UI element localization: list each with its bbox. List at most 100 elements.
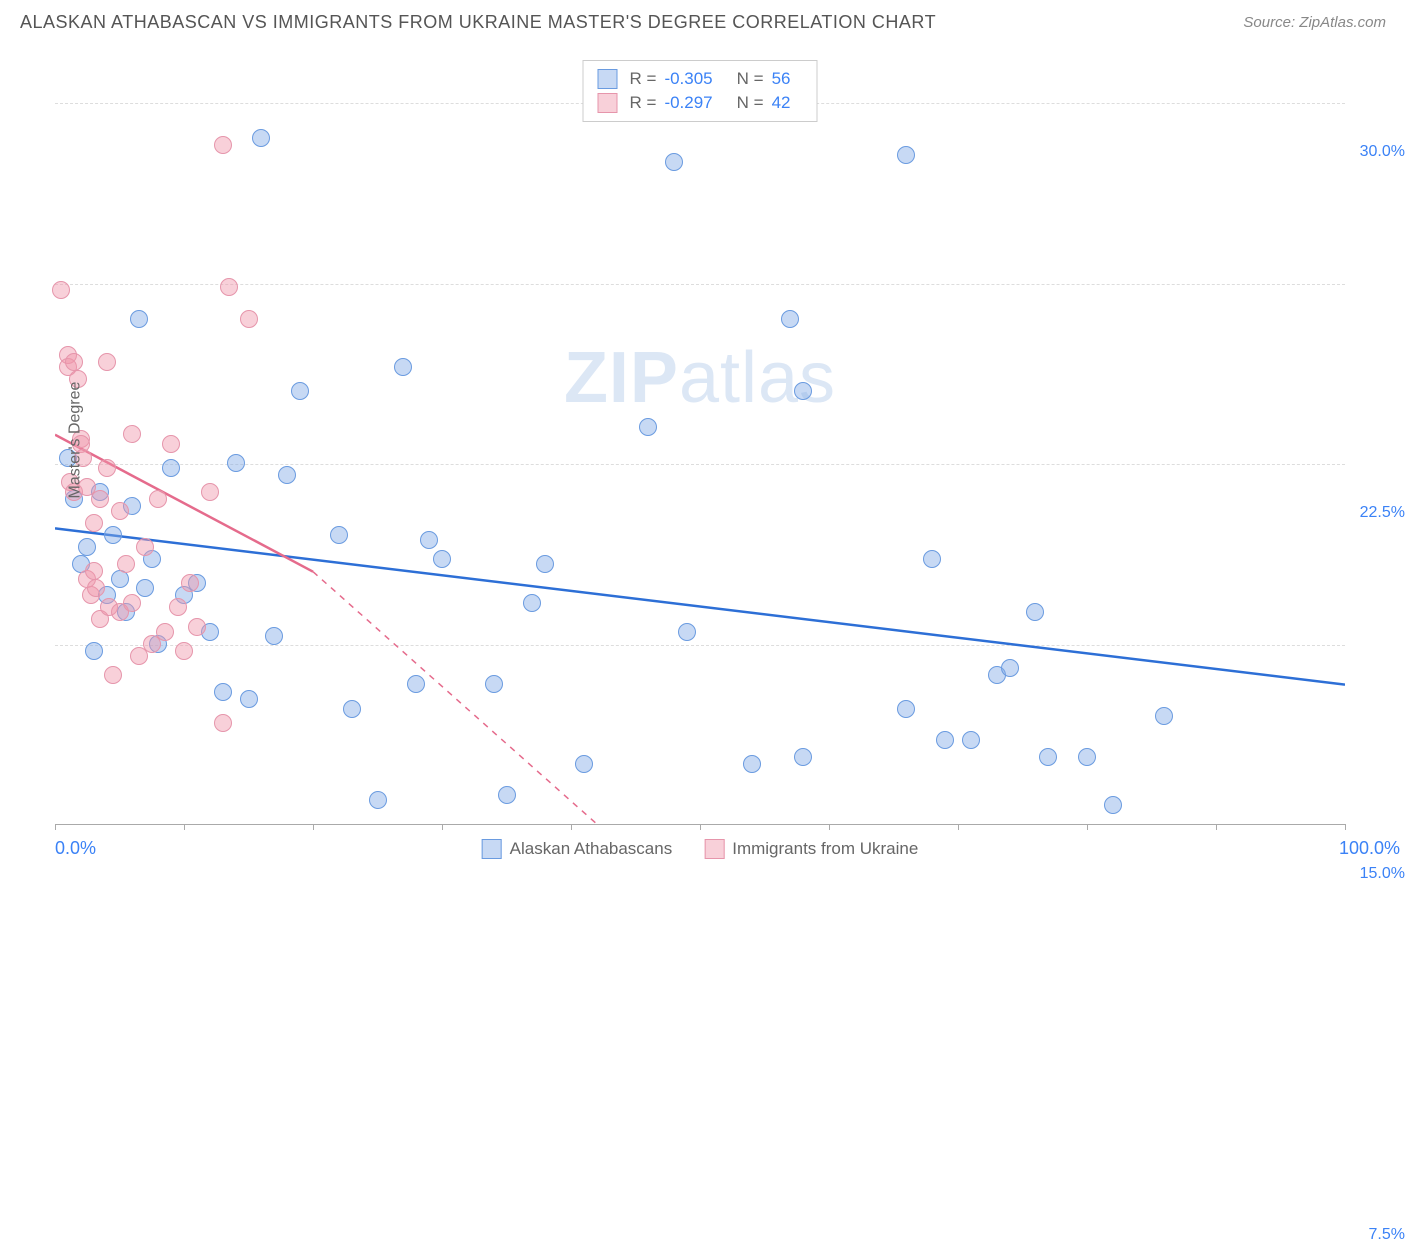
scatter-point xyxy=(936,731,954,749)
legend-swatch-series1 xyxy=(598,69,618,89)
scatter-point xyxy=(162,459,180,477)
scatter-point xyxy=(52,281,70,299)
x-tick xyxy=(1345,824,1346,830)
source-prefix: Source: xyxy=(1243,14,1299,31)
legend-correlation-box: R = -0.305 N = 56 R = -0.297 N = 42 xyxy=(583,60,818,122)
scatter-point xyxy=(214,714,232,732)
scatter-point xyxy=(639,418,657,436)
legend-row-series1: R = -0.305 N = 56 xyxy=(598,67,803,91)
legend-r-label: R = xyxy=(630,69,657,89)
chart-container: ZIPatlas 7.5%15.0%22.5%30.0% R = -0.305 … xyxy=(55,55,1345,825)
scatter-point xyxy=(188,618,206,636)
scatter-point xyxy=(678,623,696,641)
source-name: ZipAtlas.com xyxy=(1299,14,1386,31)
x-tick xyxy=(313,824,314,830)
x-tick xyxy=(1216,824,1217,830)
scatter-point xyxy=(104,526,122,544)
grid-line: 7.5% xyxy=(55,645,1345,646)
scatter-point xyxy=(536,555,554,573)
chart-header: ALASKAN ATHABASCAN VS IMMIGRANTS FROM UK… xyxy=(0,0,1406,41)
x-tick xyxy=(700,824,701,830)
scatter-point xyxy=(65,353,83,371)
scatter-point xyxy=(291,382,309,400)
legend-r-label-2: R = xyxy=(630,93,657,113)
scatter-point xyxy=(265,627,283,645)
scatter-point xyxy=(85,514,103,532)
wm-zip: ZIP xyxy=(564,338,679,418)
y-tick-label: 15.0% xyxy=(1360,865,1405,883)
x-axis-min-label: 0.0% xyxy=(55,838,96,859)
grid-line: 15.0% xyxy=(55,464,1345,465)
legend-series-box: Alaskan Athabascans Immigrants from Ukra… xyxy=(482,839,919,859)
trend-line-series1 xyxy=(55,528,1345,684)
x-tick xyxy=(55,824,56,830)
scatter-point xyxy=(214,683,232,701)
legend-n-label-2: N = xyxy=(737,93,764,113)
scatter-point xyxy=(343,700,361,718)
legend-r-value-2: -0.297 xyxy=(664,93,712,113)
scatter-point xyxy=(123,594,141,612)
scatter-point xyxy=(136,579,154,597)
scatter-point xyxy=(743,755,761,773)
y-tick-label: 22.5% xyxy=(1360,504,1405,522)
scatter-point xyxy=(91,490,109,508)
watermark: ZIPatlas xyxy=(564,337,836,419)
wm-atlas: atlas xyxy=(679,338,836,418)
scatter-point xyxy=(111,502,129,520)
scatter-point xyxy=(485,675,503,693)
scatter-point xyxy=(252,129,270,147)
scatter-point xyxy=(136,538,154,556)
scatter-point xyxy=(104,666,122,684)
chart-title: ALASKAN ATHABASCAN VS IMMIGRANTS FROM UK… xyxy=(20,12,936,33)
scatter-point xyxy=(149,490,167,508)
scatter-point xyxy=(227,454,245,472)
scatter-point xyxy=(498,786,516,804)
legend-n-label: N = xyxy=(737,69,764,89)
scatter-point xyxy=(330,526,348,544)
scatter-point xyxy=(897,146,915,164)
scatter-point xyxy=(123,425,141,443)
legend-item-series2: Immigrants from Ukraine xyxy=(704,839,918,859)
scatter-point xyxy=(201,483,219,501)
scatter-point xyxy=(162,435,180,453)
scatter-point xyxy=(794,748,812,766)
scatter-point xyxy=(78,538,96,556)
grid-line: 22.5% xyxy=(55,284,1345,285)
legend-item-series1: Alaskan Athabascans xyxy=(482,839,673,859)
x-tick xyxy=(829,824,830,830)
scatter-point xyxy=(1039,748,1057,766)
scatter-point xyxy=(85,642,103,660)
scatter-point xyxy=(369,791,387,809)
chart-source: Source: ZipAtlas.com xyxy=(1243,14,1386,31)
legend-bottom-label-1: Alaskan Athabascans xyxy=(510,839,673,859)
scatter-point xyxy=(87,579,105,597)
plot-area: ZIPatlas 7.5%15.0%22.5%30.0% R = -0.305 … xyxy=(55,55,1345,825)
scatter-point xyxy=(220,278,238,296)
scatter-point xyxy=(781,310,799,328)
y-tick-label: 30.0% xyxy=(1360,143,1405,161)
scatter-point xyxy=(278,466,296,484)
x-tick xyxy=(1087,824,1088,830)
legend-bottom-swatch-1 xyxy=(482,839,502,859)
scatter-point xyxy=(240,310,258,328)
legend-n-value-1: 56 xyxy=(772,69,791,89)
legend-bottom-label-2: Immigrants from Ukraine xyxy=(732,839,918,859)
scatter-point xyxy=(117,555,135,573)
legend-r-value-1: -0.305 xyxy=(664,69,712,89)
scatter-point xyxy=(433,550,451,568)
x-tick xyxy=(958,824,959,830)
scatter-point xyxy=(1078,748,1096,766)
scatter-point xyxy=(1001,659,1019,677)
scatter-point xyxy=(394,358,412,376)
scatter-point xyxy=(523,594,541,612)
scatter-point xyxy=(98,459,116,477)
x-axis-max-label: 100.0% xyxy=(1339,838,1400,859)
scatter-point xyxy=(175,642,193,660)
scatter-point xyxy=(130,310,148,328)
scatter-point xyxy=(575,755,593,773)
legend-swatch-series2 xyxy=(598,93,618,113)
scatter-point xyxy=(214,136,232,154)
scatter-point xyxy=(169,598,187,616)
scatter-point xyxy=(85,562,103,580)
scatter-point xyxy=(1155,707,1173,725)
